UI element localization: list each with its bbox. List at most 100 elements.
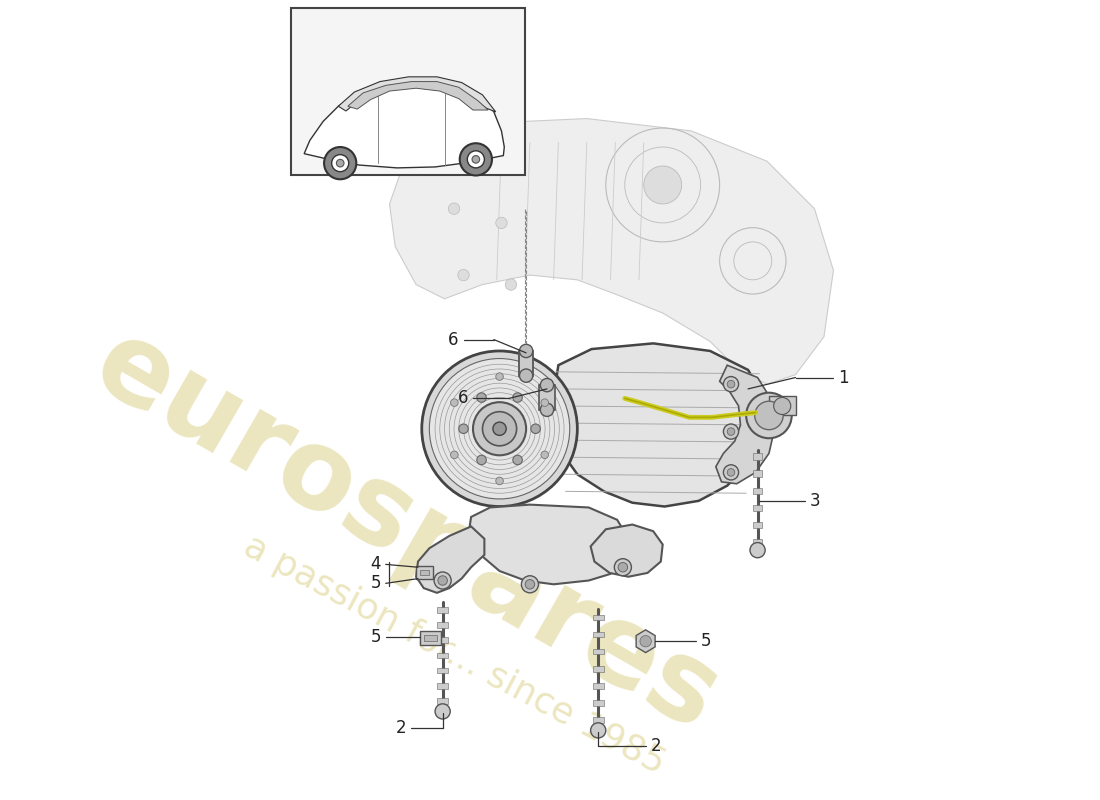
Text: 6: 6 [458, 390, 469, 407]
Polygon shape [389, 118, 834, 384]
Bar [437, 698, 449, 704]
Circle shape [337, 159, 344, 167]
Circle shape [332, 154, 349, 172]
Text: 4: 4 [371, 555, 381, 574]
Text: 5: 5 [371, 574, 381, 592]
Circle shape [434, 572, 451, 589]
Circle shape [519, 344, 532, 358]
Bar [593, 632, 604, 638]
Circle shape [476, 455, 486, 465]
Circle shape [540, 378, 553, 392]
Polygon shape [305, 78, 504, 168]
Text: eurospares: eurospares [76, 309, 738, 754]
Bar [539, 385, 554, 410]
Text: 5: 5 [701, 632, 711, 650]
Bar [437, 638, 449, 643]
Polygon shape [591, 525, 662, 577]
Bar [752, 522, 762, 528]
Circle shape [540, 403, 553, 417]
Circle shape [451, 399, 459, 406]
Text: 3: 3 [810, 492, 821, 510]
Bar [437, 622, 449, 628]
Circle shape [513, 455, 522, 465]
Circle shape [727, 428, 735, 435]
Bar [752, 454, 762, 460]
Circle shape [521, 576, 538, 593]
Circle shape [483, 412, 517, 446]
Polygon shape [416, 526, 484, 593]
Bar [752, 538, 762, 546]
Circle shape [493, 422, 506, 435]
Circle shape [505, 279, 517, 290]
Bar [769, 397, 795, 415]
Circle shape [468, 151, 484, 168]
Text: 6: 6 [449, 330, 459, 349]
Circle shape [755, 402, 783, 430]
Circle shape [513, 393, 522, 402]
Bar [752, 487, 762, 494]
Bar [519, 351, 532, 376]
Bar [437, 607, 449, 613]
Circle shape [496, 218, 507, 229]
Circle shape [727, 380, 735, 388]
Bar [420, 570, 429, 575]
Circle shape [449, 203, 460, 214]
Circle shape [618, 562, 628, 572]
Circle shape [451, 451, 459, 458]
Circle shape [773, 398, 791, 414]
Bar [593, 649, 604, 654]
Circle shape [727, 469, 735, 476]
Circle shape [724, 377, 738, 392]
Circle shape [541, 399, 549, 406]
Text: 2: 2 [396, 719, 407, 738]
Circle shape [421, 351, 578, 506]
Polygon shape [437, 398, 561, 460]
Bar [437, 683, 449, 689]
Polygon shape [636, 630, 656, 653]
Bar [752, 505, 762, 511]
Bar [593, 666, 604, 671]
Polygon shape [339, 77, 496, 112]
Bar [593, 717, 604, 722]
Text: 1: 1 [838, 369, 849, 386]
Bar [593, 614, 604, 620]
Circle shape [614, 558, 631, 576]
Circle shape [724, 465, 738, 480]
Bar [437, 653, 449, 658]
Bar [424, 634, 437, 642]
Circle shape [644, 166, 682, 204]
Text: 2: 2 [650, 737, 661, 754]
Circle shape [458, 270, 470, 281]
Bar [752, 470, 762, 477]
Circle shape [519, 369, 532, 382]
Circle shape [640, 635, 651, 647]
Circle shape [473, 402, 526, 455]
Polygon shape [348, 82, 488, 110]
Text: a passion for... since 1985: a passion for... since 1985 [238, 529, 671, 780]
Circle shape [438, 576, 448, 586]
Circle shape [531, 424, 540, 434]
Circle shape [496, 477, 504, 485]
Bar [437, 668, 449, 674]
Circle shape [476, 393, 486, 402]
Polygon shape [716, 365, 774, 484]
Circle shape [591, 722, 606, 738]
Circle shape [496, 373, 504, 380]
Circle shape [724, 424, 738, 439]
Circle shape [750, 542, 766, 558]
Circle shape [541, 451, 549, 458]
Circle shape [459, 424, 469, 434]
Bar [290, 7, 525, 175]
Circle shape [324, 147, 356, 179]
Circle shape [460, 143, 492, 175]
Bar [416, 566, 433, 578]
Polygon shape [552, 343, 766, 506]
Circle shape [746, 393, 792, 438]
Circle shape [525, 579, 535, 589]
Text: 5: 5 [371, 629, 381, 646]
Bar [593, 700, 604, 706]
Bar [420, 630, 441, 645]
Circle shape [429, 358, 570, 499]
Circle shape [436, 704, 450, 719]
Polygon shape [469, 505, 628, 584]
